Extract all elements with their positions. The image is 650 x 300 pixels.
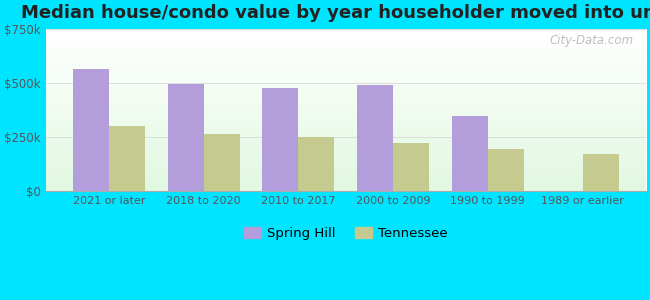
Bar [46, 184, 646, 188]
Bar [46, 87, 646, 91]
Bar [46, 110, 646, 113]
Bar [46, 152, 646, 155]
Title: Median house/condo value by year householder moved into unit: Median house/condo value by year househo… [21, 4, 650, 22]
Bar [46, 61, 646, 65]
Bar [46, 39, 646, 42]
Bar [357, 85, 393, 191]
Bar [46, 81, 646, 84]
Bar [46, 146, 646, 149]
Bar [46, 71, 646, 74]
Bar [46, 42, 646, 45]
Bar [109, 126, 145, 191]
Bar [46, 168, 646, 171]
Bar [46, 97, 646, 100]
Bar [46, 171, 646, 175]
Bar [46, 55, 646, 58]
Text: City-Data.com: City-Data.com [550, 34, 634, 47]
Bar [46, 45, 646, 49]
Bar [46, 78, 646, 81]
Bar [46, 49, 646, 52]
Bar [46, 133, 646, 136]
Bar [46, 142, 646, 146]
Bar [393, 143, 429, 191]
Bar [46, 65, 646, 68]
Bar [46, 120, 646, 123]
Bar [46, 58, 646, 62]
Bar [46, 100, 646, 103]
Bar [46, 126, 646, 129]
Bar [46, 113, 646, 116]
Bar [46, 32, 646, 36]
Bar [168, 84, 203, 191]
Bar [46, 123, 646, 126]
Bar [46, 91, 646, 94]
Bar [46, 129, 646, 133]
Bar [46, 36, 646, 39]
Bar [46, 178, 646, 181]
Bar [46, 74, 646, 78]
Bar [46, 29, 646, 32]
Bar [46, 149, 646, 152]
Bar [46, 188, 646, 191]
Bar [46, 107, 646, 110]
Bar [46, 165, 646, 168]
Bar [263, 88, 298, 191]
Bar [46, 162, 646, 165]
Bar [46, 68, 646, 71]
Bar [73, 69, 109, 191]
Bar [46, 84, 646, 87]
Bar [298, 137, 334, 191]
Bar [46, 52, 646, 55]
Bar [46, 139, 646, 142]
Bar [488, 149, 524, 191]
Bar [46, 155, 646, 158]
Bar [203, 134, 240, 191]
Bar [46, 158, 646, 162]
Bar [46, 94, 646, 97]
Bar [46, 175, 646, 178]
Bar [46, 181, 646, 184]
Bar [582, 154, 619, 191]
Legend: Spring Hill, Tennessee: Spring Hill, Tennessee [239, 221, 452, 245]
Bar [452, 116, 488, 191]
Bar [46, 136, 646, 139]
Bar [46, 103, 646, 107]
Bar [46, 116, 646, 120]
